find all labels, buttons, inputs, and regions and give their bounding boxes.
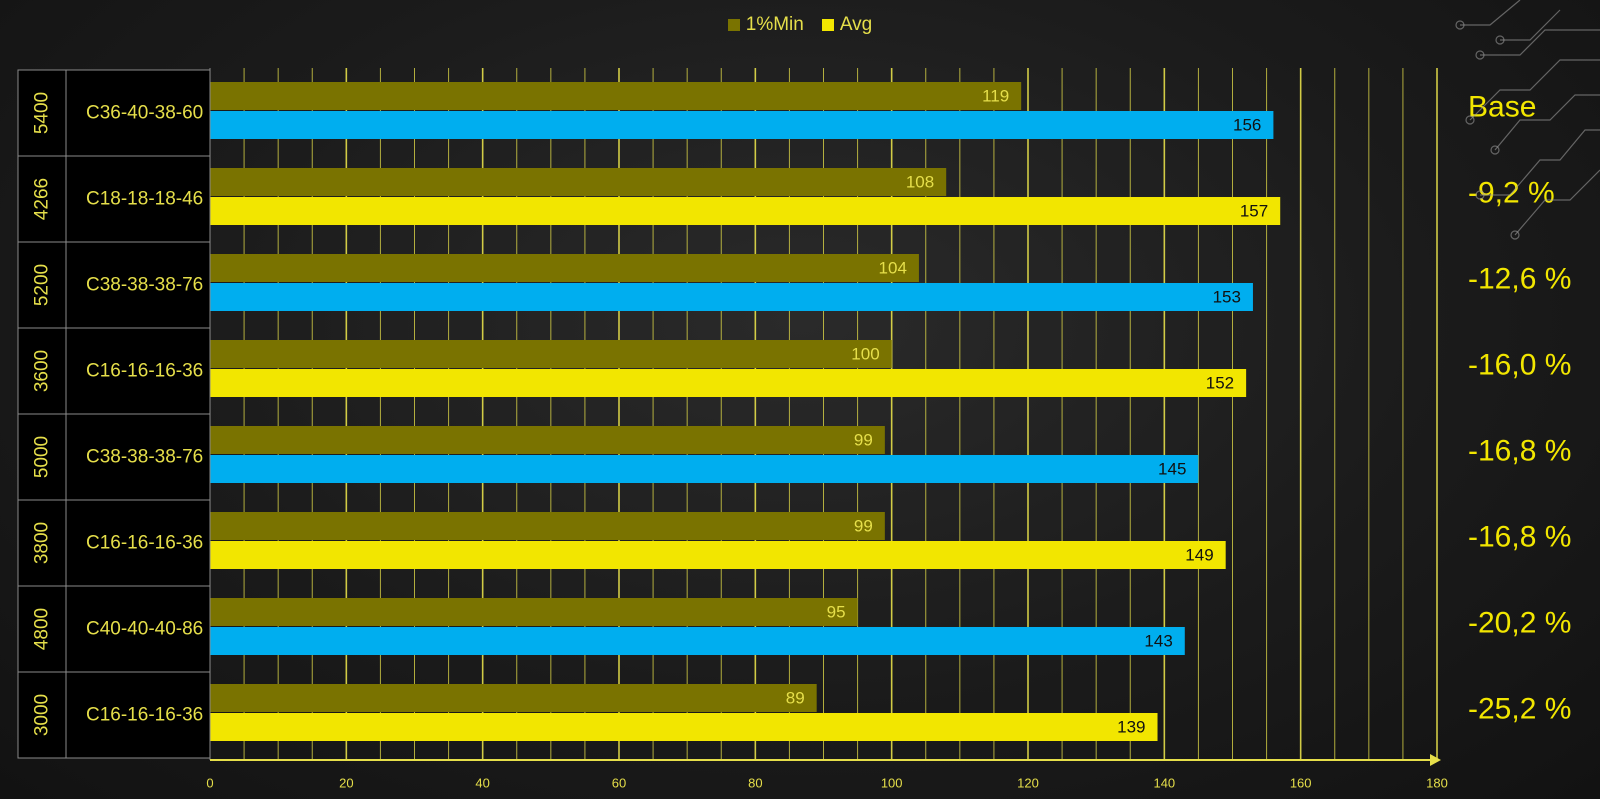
bar-avg — [210, 111, 1274, 139]
legend-label-avg: Avg — [839, 14, 873, 35]
row-timing-label: C16-16-16-36 — [86, 361, 203, 382]
x-tick-label: 0 — [206, 776, 213, 791]
chart-legend: 1%Min Avg — [0, 14, 1600, 36]
row-label-box — [17, 585, 211, 673]
x-tick-label: 180 — [1426, 776, 1448, 791]
bar-min — [210, 598, 858, 626]
x-tick-label: 160 — [1290, 776, 1312, 791]
x-tick-label: 100 — [881, 776, 903, 791]
bar-avg — [210, 197, 1281, 225]
row-timing-label: C36-40-38-60 — [86, 103, 203, 124]
row-timing-label: C38-38-38-76 — [86, 447, 203, 468]
bar-avg — [210, 627, 1185, 655]
bar-avg-label: 153 — [1213, 288, 1241, 307]
row-timing-label: C38-38-38-76 — [86, 275, 203, 296]
bar-avg — [210, 369, 1247, 397]
circuit-trace — [1514, 169, 1600, 236]
circuit-node — [1465, 115, 1475, 125]
row-speed-label: 5400 — [32, 92, 53, 134]
row-label-box — [17, 671, 211, 759]
row-speed-label: 3000 — [32, 694, 53, 736]
row-timing-label: C40-40-40-86 — [86, 619, 203, 640]
circuit-trace — [1480, 29, 1600, 56]
legend-swatch-min — [727, 19, 740, 31]
row-timing-label: C16-16-16-36 — [86, 705, 203, 726]
bar-min-label: 89 — [786, 689, 805, 708]
x-tick-label: 80 — [748, 776, 762, 791]
row-label-box — [17, 155, 211, 243]
bar-min-label: 100 — [851, 345, 879, 364]
bar-avg-label: 149 — [1185, 546, 1213, 565]
bar-avg-label: 156 — [1233, 116, 1261, 135]
row-speed-label: 5200 — [32, 264, 53, 306]
circuit-node — [1475, 50, 1485, 60]
row-speed-label: 4800 — [32, 608, 53, 650]
row-speed-label: 4266 — [32, 178, 53, 220]
row-label-box — [17, 413, 211, 501]
x-tick-label: 120 — [1017, 776, 1039, 791]
circuit-node — [1455, 20, 1465, 30]
row-timing-label: C16-16-16-36 — [86, 533, 203, 554]
delta-label: Base — [1468, 91, 1536, 124]
bar-min-label: 95 — [827, 603, 846, 622]
circuit-trace — [1480, 129, 1600, 196]
legend-item-min: 1%Min — [727, 14, 804, 36]
circuit-node — [1490, 145, 1500, 155]
bar-min — [210, 254, 919, 282]
bar-min — [210, 340, 892, 368]
row-timing-label: C18-18-18-46 — [86, 189, 203, 210]
circuit-node — [1475, 190, 1485, 200]
x-tick-label: 140 — [1153, 776, 1175, 791]
x-tick-label: 60 — [612, 776, 626, 791]
bar-avg-label: 145 — [1158, 460, 1186, 479]
bar-avg — [210, 541, 1226, 569]
circuit-trace — [1469, 59, 1600, 121]
bar-avg-label: 139 — [1117, 718, 1145, 737]
row-speed-label: 3600 — [32, 350, 53, 392]
bar-avg — [210, 713, 1158, 741]
x-tick-label: 40 — [475, 776, 489, 791]
legend-swatch-avg — [821, 19, 834, 31]
bar-min-label: 119 — [982, 87, 1009, 106]
delta-label: -20,2 % — [1468, 607, 1571, 640]
bar-min — [210, 684, 817, 712]
bar-min-label: 99 — [854, 431, 873, 450]
circuit-trace — [1460, 0, 1521, 26]
bar-min — [210, 426, 885, 454]
bar-avg — [210, 283, 1253, 311]
delta-label: -16,0 % — [1468, 349, 1571, 382]
row-speed-label: 5000 — [32, 436, 53, 478]
delta-label: -16,8 % — [1468, 435, 1571, 468]
delta-label: -12,6 % — [1468, 263, 1571, 296]
circuit-trace — [1500, 9, 1561, 41]
bar-min-label: 108 — [906, 173, 934, 192]
row-label-box — [17, 499, 211, 587]
x-axis-arrow — [1430, 754, 1441, 766]
bar-min-label: 104 — [879, 259, 907, 278]
bar-avg-label: 143 — [1144, 632, 1172, 651]
circuit-node — [1510, 230, 1520, 240]
delta-label: -25,2 % — [1468, 693, 1571, 726]
legend-label-min: 1%Min — [745, 14, 804, 35]
x-tick-label: 20 — [339, 776, 353, 791]
bar-min — [210, 512, 885, 540]
legend-item-avg: Avg — [821, 14, 873, 36]
row-label-box — [17, 327, 211, 415]
row-speed-label: 3800 — [32, 522, 53, 564]
circuit-trace — [1494, 94, 1600, 151]
bar-min-label: 99 — [854, 517, 873, 536]
bar-avg-label: 152 — [1206, 374, 1234, 393]
bar-min — [210, 168, 947, 196]
bar-avg-label: 157 — [1240, 202, 1268, 221]
bar-min — [210, 82, 1022, 110]
delta-label: -16,8 % — [1468, 521, 1571, 554]
row-label-box — [17, 241, 211, 329]
circuit-node — [1495, 35, 1505, 45]
bar-avg — [210, 455, 1199, 483]
